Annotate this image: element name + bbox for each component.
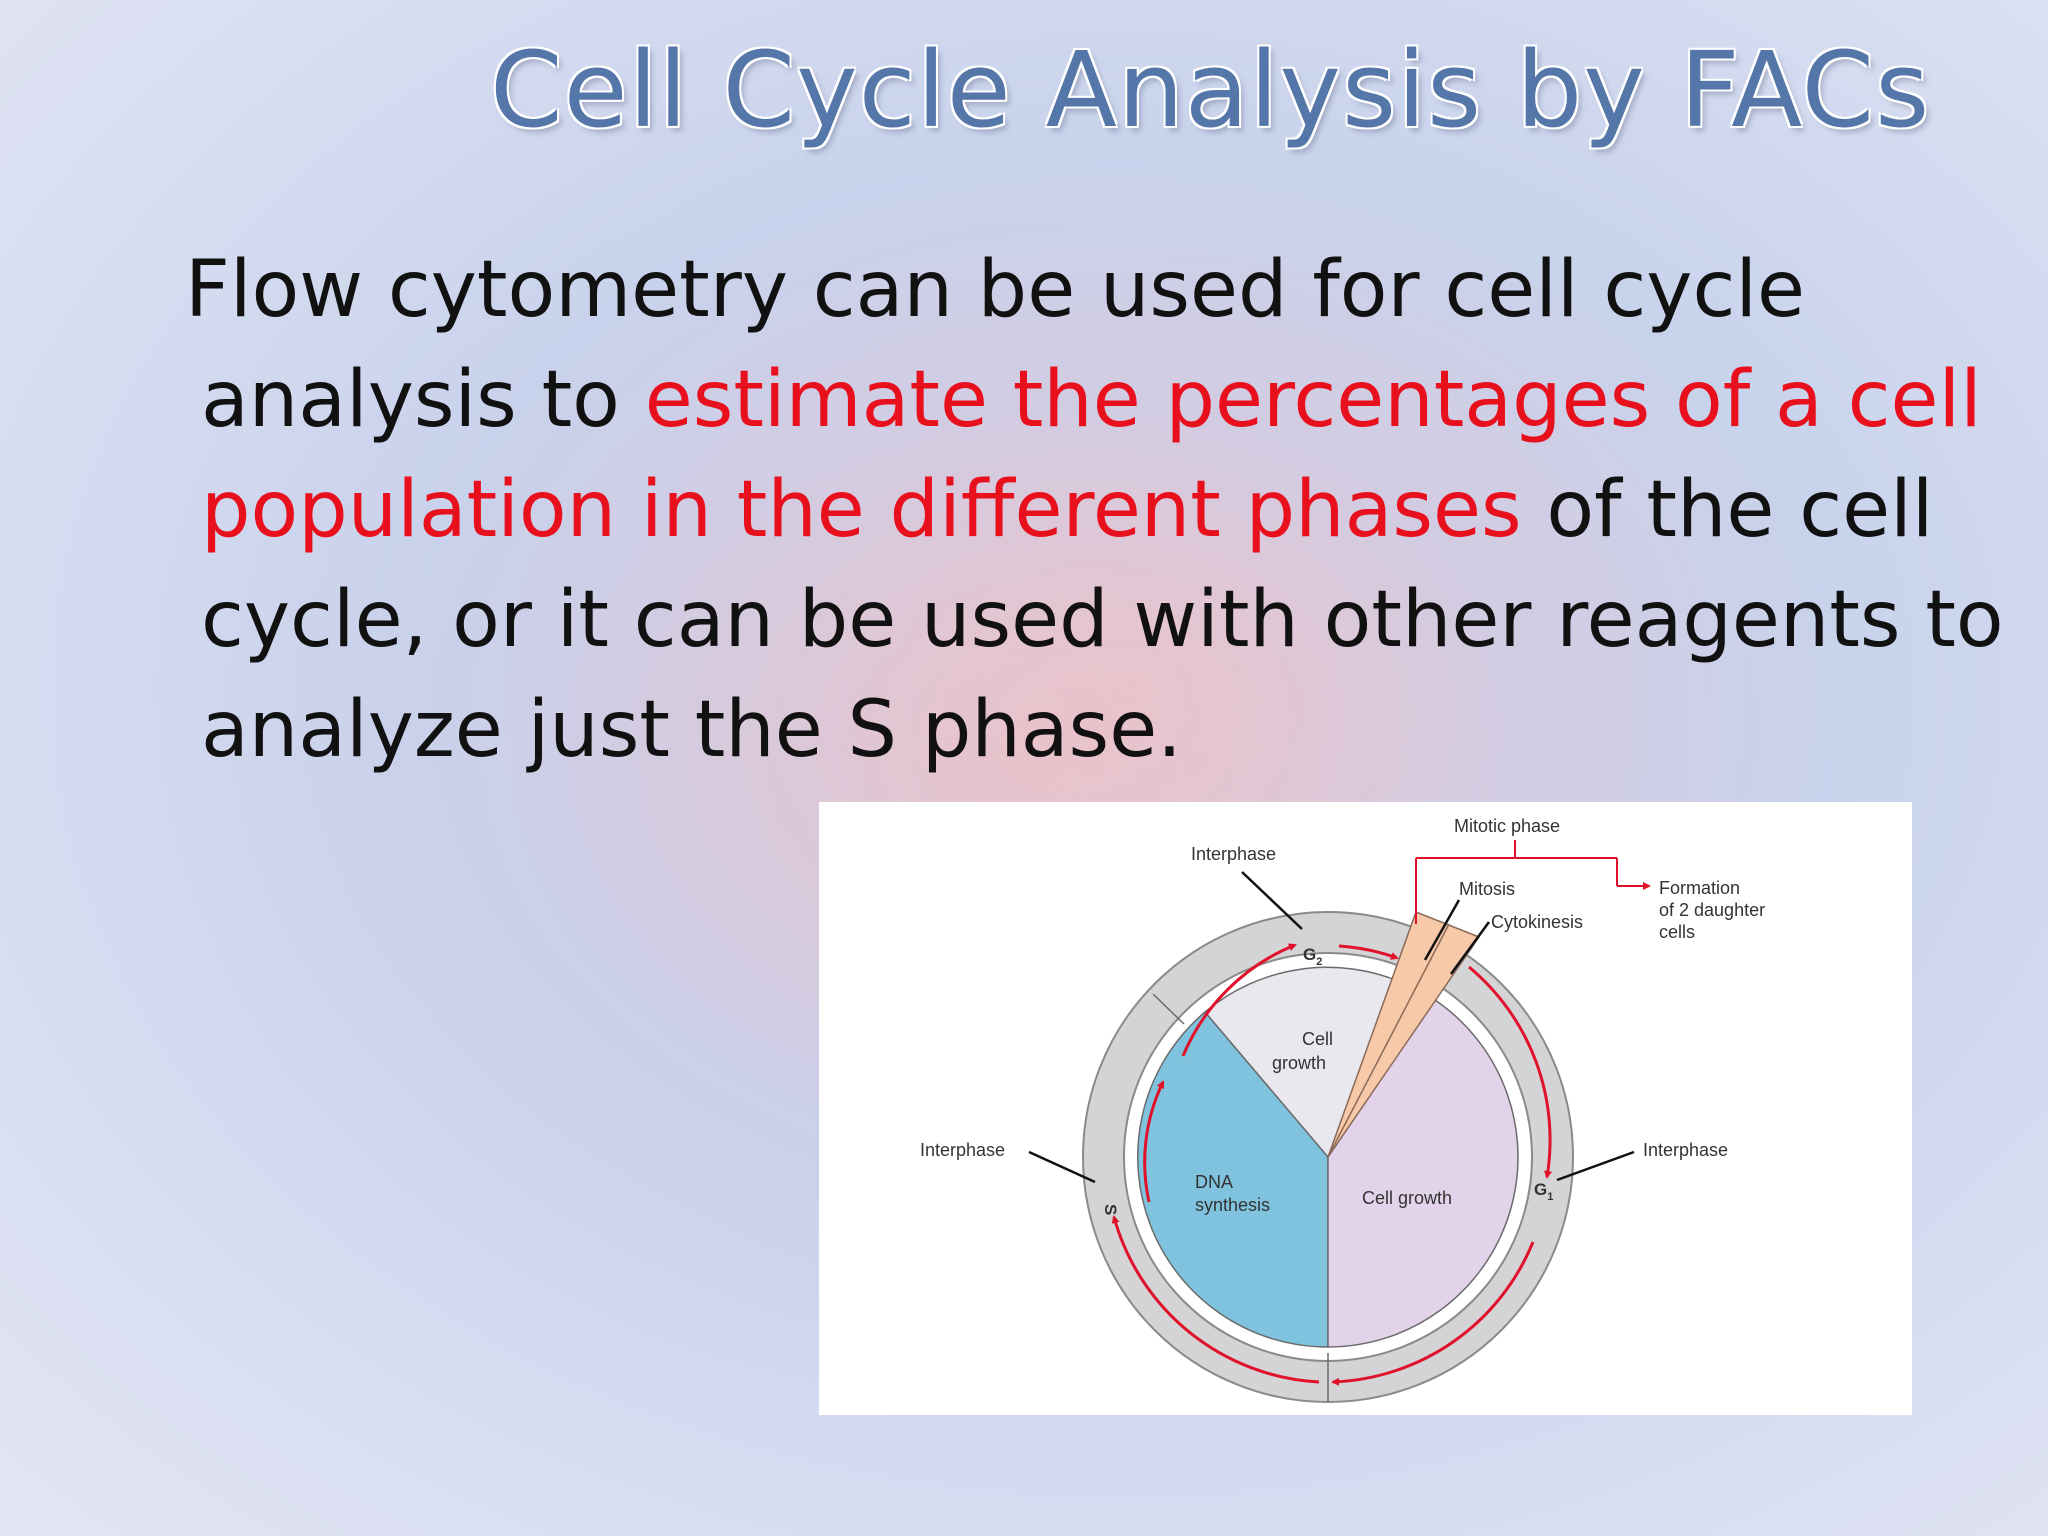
dna-synthesis-1: DNA: [1195, 1172, 1233, 1192]
arrow-to-mitosis: [1338, 944, 1399, 960]
interphase-left-label: Interphase: [920, 1140, 1005, 1160]
formation-label-1: Formation: [1659, 878, 1740, 898]
arrow-to-g2: [1181, 943, 1297, 1057]
interphase-top-label: Interphase: [1191, 844, 1276, 864]
body-line-2: analysis to estimate the percentages of …: [185, 345, 1982, 455]
body-highlight-1: estimate the percentages of a cell: [644, 355, 1982, 445]
cytokinesis-leader: [1449, 921, 1491, 975]
body-paragraph: Flow cytometry can be used for cell cycl…: [185, 235, 2004, 785]
dna-synthesis-2: synthesis: [1195, 1195, 1270, 1215]
g2-growth-sector: [1203, 966, 1404, 1159]
cytokinesis-label: Cytokinesis: [1491, 912, 1583, 932]
interphase-left-leader: [1028, 1150, 1096, 1184]
body-line-3: population in the different phases of th…: [185, 455, 1933, 565]
cell-growth-top-1: Cell: [1302, 1029, 1333, 1049]
mitosis-divider: [1327, 923, 1450, 1158]
interphase-right-label: Interphase: [1643, 1140, 1728, 1160]
body-highlight-2: population in the different phases: [201, 465, 1522, 555]
dna-synthesis-sector: [1137, 1010, 1329, 1348]
arrow-s-up: [1143, 1080, 1165, 1203]
mitotic-phase-label: Mitotic phase: [1454, 816, 1560, 836]
formation-label-3: cells: [1659, 922, 1695, 942]
mitotic-wedge: [1327, 911, 1481, 1158]
cell-growth-top-2: growth: [1272, 1053, 1326, 1073]
cell-cycle-svg: G2 G1 S Cell growth DNA synthesis Cell g…: [920, 816, 1765, 1403]
arrow-bottom: [1331, 1241, 1535, 1386]
body-line-1: Flow cytometry can be used for cell cycl…: [185, 245, 1805, 335]
cell-cycle-diagram: G2 G1 S Cell growth DNA synthesis Cell g…: [819, 802, 1912, 1415]
interphase-top-leader: [1241, 871, 1303, 930]
formation-label-2: of 2 daughter: [1659, 900, 1765, 920]
body-line-5: analyze just the S phase.: [201, 685, 1182, 775]
body-line-4: cycle, or it can be used with other reag…: [201, 575, 2004, 665]
interphase-right-leader: [1556, 1150, 1635, 1182]
g2-label: G2: [1303, 945, 1322, 968]
mitosis-leader: [1423, 899, 1461, 961]
slide-title: Cell Cycle Analysis by FACs: [490, 29, 1931, 151]
g1-label: G1: [1534, 1180, 1553, 1203]
arrow-to-g1: [1468, 965, 1552, 1179]
cell-growth-right: Cell growth: [1362, 1188, 1452, 1208]
g1-growth-sector: [1327, 998, 1519, 1348]
ring-divider-s-g2: [1152, 993, 1185, 1025]
mitosis-label: Mitosis: [1459, 879, 1515, 899]
s-label: S: [1101, 1204, 1120, 1215]
body-line-2-text: analysis to: [201, 355, 645, 445]
body-line-3-text: of the cell: [1521, 465, 1934, 555]
arrow-to-s: [1111, 1215, 1320, 1384]
